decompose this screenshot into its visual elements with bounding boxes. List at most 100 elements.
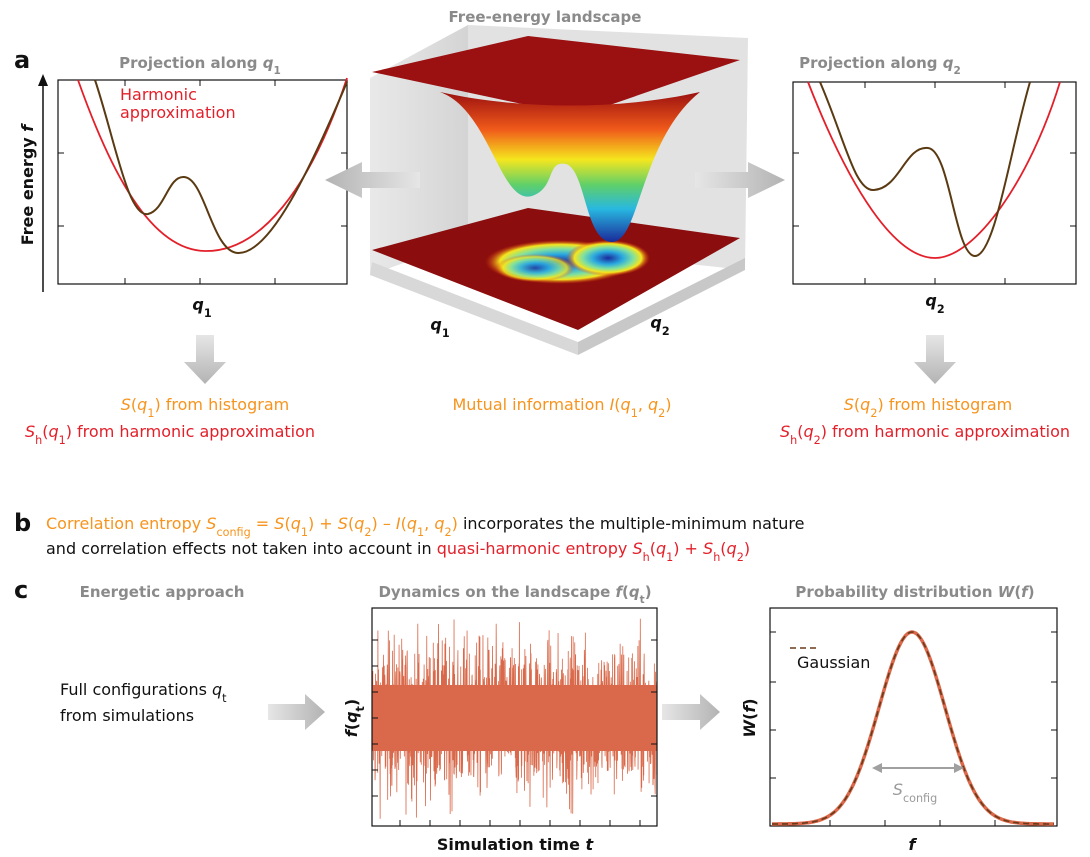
text-run: q bbox=[803, 422, 813, 441]
caption: S(q1) from histogram bbox=[121, 395, 289, 420]
text-run: 2 bbox=[937, 303, 945, 316]
text-run: Projection along bbox=[799, 54, 943, 72]
axis-label: q2 bbox=[650, 313, 669, 338]
text-run: q bbox=[648, 395, 658, 414]
text-run: q bbox=[342, 711, 361, 722]
text-run: ) bbox=[1028, 583, 1035, 601]
text-run: 2 bbox=[737, 551, 744, 564]
landscape-3d bbox=[370, 25, 748, 355]
text-run: q bbox=[943, 54, 954, 72]
text-run: h bbox=[35, 434, 42, 447]
text-run: W bbox=[740, 719, 759, 738]
y-axis-label: f(qt) bbox=[342, 699, 367, 737]
text-run: Free energy bbox=[18, 132, 37, 246]
text-run: Dynamics on the landscape bbox=[378, 583, 615, 601]
text-run: W bbox=[998, 583, 1016, 601]
arrow-head bbox=[38, 74, 48, 86]
text-run: q bbox=[407, 514, 417, 533]
text-run: Simulation time bbox=[437, 835, 586, 854]
caption: Sh(q2) from harmonic approximation bbox=[780, 422, 1070, 447]
text-run: config bbox=[903, 792, 937, 805]
y-axis-label: W(f) bbox=[740, 698, 759, 737]
text-run: ( bbox=[1014, 583, 1021, 601]
x-axis-label: q1 bbox=[192, 295, 211, 320]
plot-title: Projection along q1 bbox=[119, 54, 281, 77]
panel-label: a bbox=[14, 46, 30, 74]
curve-label: Harmonic bbox=[120, 85, 197, 104]
text-run: h bbox=[790, 434, 797, 447]
text-run: q bbox=[925, 291, 936, 310]
curve-label: approximation bbox=[120, 103, 236, 122]
arrow bbox=[184, 335, 226, 384]
text-run: ) bbox=[645, 583, 652, 601]
text-run: 2 bbox=[954, 65, 961, 77]
text-run: 1 bbox=[204, 307, 212, 320]
text-run: ) bbox=[740, 698, 759, 705]
text-run: h bbox=[713, 551, 720, 564]
y-axis-label: Free energy f bbox=[18, 123, 37, 246]
text-run: ( bbox=[740, 713, 759, 720]
caption: Sh(q1) from harmonic approximation bbox=[25, 422, 315, 447]
text-run: S bbox=[338, 514, 348, 533]
text-run: ) from harmonic approximation bbox=[66, 422, 315, 441]
arrow bbox=[914, 335, 956, 384]
text-run: ) bbox=[342, 699, 361, 706]
text-run: t bbox=[222, 692, 227, 705]
text-run: q bbox=[650, 313, 661, 332]
text-run: 2 bbox=[870, 407, 877, 420]
text-run: q bbox=[48, 422, 58, 441]
arrow bbox=[268, 694, 325, 730]
plot-frame bbox=[793, 82, 1076, 284]
statement: Correlation entropy Sconfig = S(q1) + S(… bbox=[46, 514, 804, 539]
text-run: Mutual information bbox=[452, 395, 609, 414]
text-run: Probability distribution bbox=[795, 583, 997, 601]
text-run: q bbox=[192, 295, 203, 314]
arrow bbox=[662, 694, 720, 730]
text-run: 2 bbox=[658, 407, 665, 420]
figure: Free-energy landscape a Projection along… bbox=[0, 0, 1090, 857]
text-run: ) + bbox=[673, 539, 703, 558]
text-run: config bbox=[216, 526, 250, 539]
text-run: ) from histogram bbox=[877, 395, 1012, 414]
text-run: 2 bbox=[444, 526, 451, 539]
plot-title: Projection along q2 bbox=[799, 54, 961, 77]
text-run: q bbox=[656, 539, 666, 558]
x-axis-label: f bbox=[909, 835, 918, 854]
text-run: ) + bbox=[308, 514, 338, 533]
text-run: 1 bbox=[274, 65, 281, 77]
text-run: S bbox=[274, 514, 284, 533]
text-run: q bbox=[434, 514, 444, 533]
text-run: Full configurations bbox=[60, 680, 212, 699]
trajectory bbox=[372, 619, 657, 819]
x-axis-label: Simulation time t bbox=[437, 835, 595, 854]
text-run: q bbox=[629, 583, 640, 601]
legend-label: Gaussian bbox=[797, 653, 870, 672]
text-run: f bbox=[18, 123, 37, 132]
text-run: quasi-harmonic entropy bbox=[437, 539, 633, 558]
text-run: 1 bbox=[666, 551, 673, 564]
text-run: ) – bbox=[371, 514, 395, 533]
text-run: , bbox=[638, 395, 648, 414]
text-run: S bbox=[844, 395, 854, 414]
text-run: S bbox=[25, 422, 35, 441]
caption: Mutual information I(q1, q2) bbox=[452, 395, 671, 420]
text-run: q bbox=[621, 395, 631, 414]
text-run: h bbox=[643, 551, 650, 564]
axis-label: q1 bbox=[430, 315, 449, 340]
text-run: 1 bbox=[631, 407, 638, 420]
text-run: 1 bbox=[59, 434, 66, 447]
text-run: 1 bbox=[147, 407, 154, 420]
statement: and correlation effects not taken into a… bbox=[46, 539, 750, 564]
text-run: q bbox=[354, 514, 364, 533]
text-run: S bbox=[703, 539, 713, 558]
free-energy-curve bbox=[820, 82, 1030, 256]
text-run: 1 bbox=[442, 327, 450, 340]
text-run: ) from histogram bbox=[154, 395, 289, 414]
text-run: Projection along bbox=[119, 54, 263, 72]
text-run: = bbox=[251, 514, 275, 533]
text-run: q bbox=[263, 54, 274, 72]
description: from simulations bbox=[60, 706, 194, 725]
text-run: ( bbox=[342, 723, 361, 730]
caption: S(q2) from histogram bbox=[844, 395, 1012, 420]
text-run: q bbox=[291, 514, 301, 533]
